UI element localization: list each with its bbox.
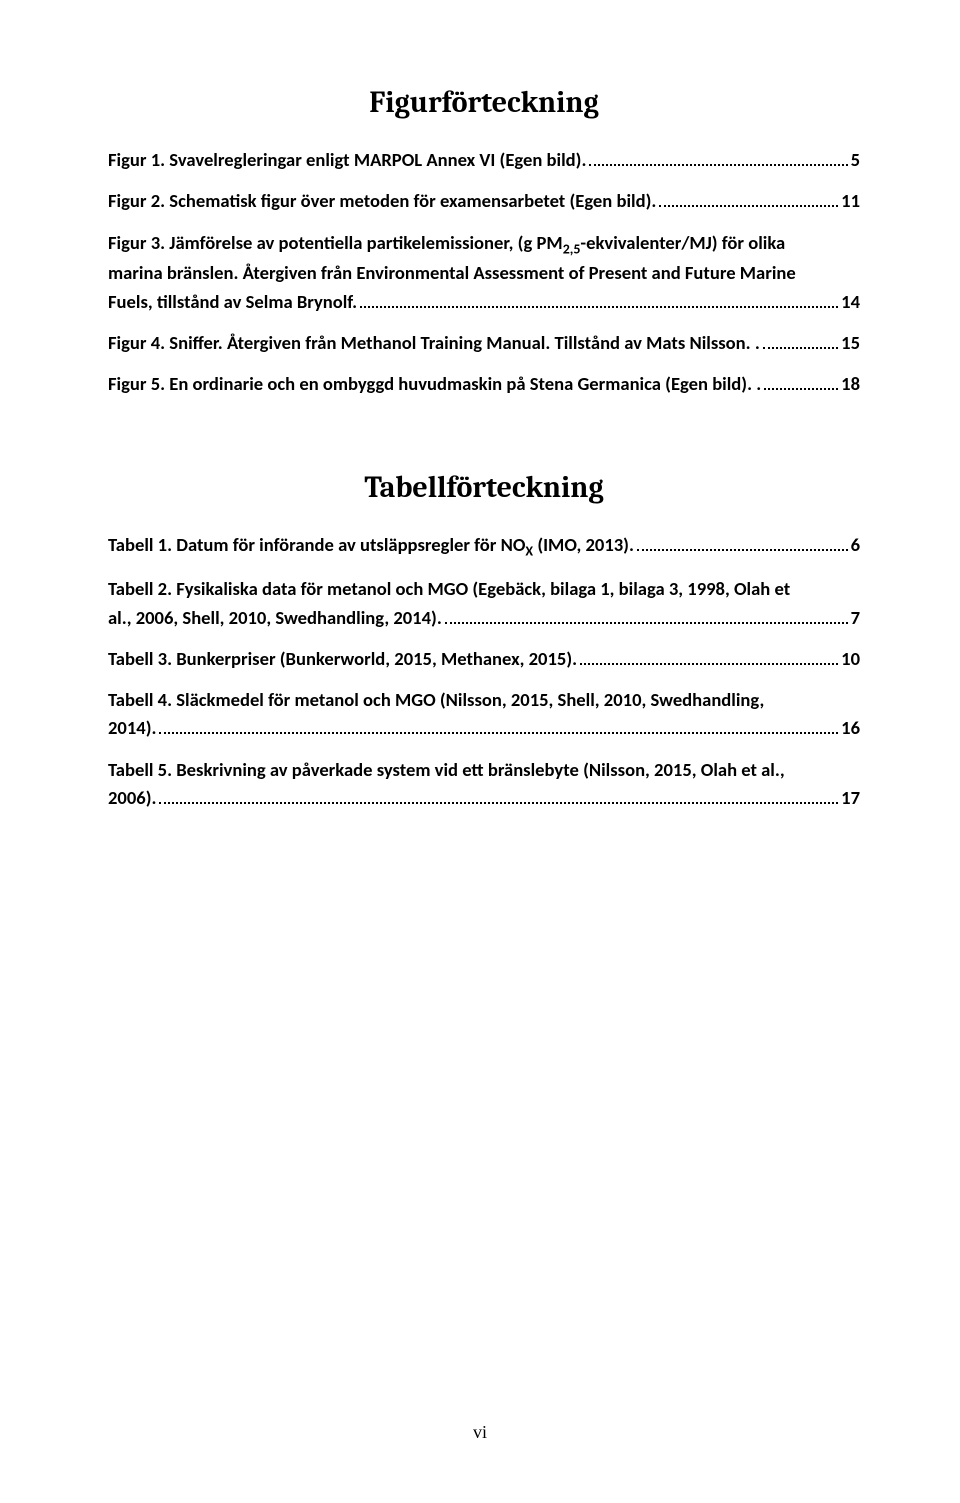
leader-dots: [764, 388, 838, 390]
table-text: Tabell 5. Beskrivning av påverkade syste…: [108, 756, 860, 784]
tables-heading: Tabellförteckning: [108, 470, 860, 505]
figure-text: Fuels, tillstånd av Selma Brynolf.: [108, 288, 357, 316]
table-text: 2014).: [108, 714, 156, 742]
table-text: Tabell 2. Fysikaliska data för metanol o…: [108, 575, 860, 603]
figure-page: 5: [851, 146, 860, 174]
figure-text: Figur 5. En ordinarie och en ombyggd huv…: [108, 370, 761, 398]
page-number: vi: [0, 1422, 960, 1443]
leader-dots: [589, 164, 847, 166]
figure-entry: Figur 3. Jämförelse av potentiella parti…: [108, 229, 860, 316]
leader-dots: [360, 306, 838, 308]
table-entry: Tabell 4. Släckmedel för metanol och MGO…: [108, 686, 860, 743]
figure-entry: Figur 2. Schematisk figur över metoden f…: [108, 187, 860, 215]
table-entry: Tabell 5. Beskrivning av påverkade syste…: [108, 756, 860, 813]
table-text: Tabell 4. Släckmedel för metanol och MGO…: [108, 686, 860, 714]
figure-page: 11: [841, 187, 860, 215]
figure-text: -ekvivalenter/MJ) för olika: [580, 231, 785, 254]
table-page: 7: [851, 604, 860, 632]
figures-heading: Figurförteckning: [108, 85, 860, 120]
table-page: 6: [851, 531, 860, 559]
figure-text: marina bränslen. Återgiven från Environm…: [108, 259, 860, 287]
leader-dots: [445, 622, 848, 624]
leader-dots: [637, 549, 848, 551]
table-text: 2006).: [108, 784, 156, 812]
table-page: 16: [841, 714, 860, 742]
figure-text: Figur 3. Jämförelse av potentiella parti…: [108, 231, 563, 254]
figure-page: 14: [841, 288, 860, 316]
leader-dots: [763, 347, 838, 349]
table-text: al., 2006, Shell, 2010, Swedhandling, 20…: [108, 604, 442, 632]
leader-dots: [159, 802, 838, 804]
subscript: X: [525, 543, 533, 560]
table-text: Tabell 1. Datum för införande av utsläpp…: [108, 531, 634, 562]
leader-dots: [580, 663, 838, 665]
table-entry: Tabell 3. Bunkerpriser (Bunkerworld, 201…: [108, 645, 860, 673]
leader-dots: [659, 205, 838, 207]
table-entry: Tabell 1. Datum för införande av utsläpp…: [108, 531, 860, 562]
leader-dots: [159, 732, 838, 734]
figure-text: Figur 1. Svavelregleringar enligt MARPOL…: [108, 146, 586, 174]
subscript: 2,5: [563, 240, 581, 257]
figure-page: 15: [841, 329, 860, 357]
table-page: 10: [841, 645, 860, 673]
figure-entry: Figur 5. En ordinarie och en ombyggd huv…: [108, 370, 860, 398]
table-page: 17: [841, 784, 860, 812]
table-text: Tabell 3. Bunkerpriser (Bunkerworld, 201…: [108, 645, 577, 673]
figure-entry: Figur 4. Sniffer. Återgiven från Methano…: [108, 329, 860, 357]
figure-entry: Figur 1. Svavelregleringar enligt MARPOL…: [108, 146, 860, 174]
figure-page: 18: [841, 370, 860, 398]
figure-text: Figur 2. Schematisk figur över metoden f…: [108, 187, 656, 215]
figure-text: Figur 4. Sniffer. Återgiven från Methano…: [108, 329, 760, 357]
table-entry: Tabell 2. Fysikaliska data för metanol o…: [108, 575, 860, 632]
